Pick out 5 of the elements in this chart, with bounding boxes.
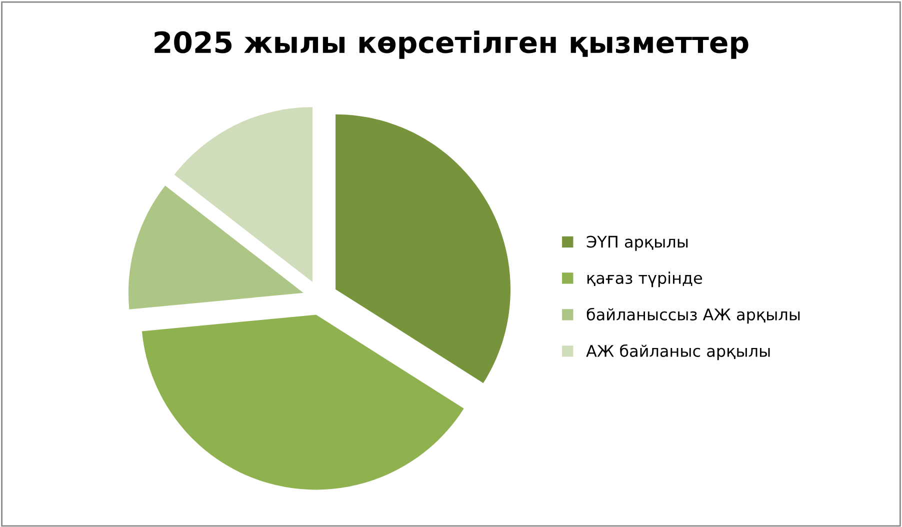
chart-title: 2025 жылы көрсетілген қызметтер: [154, 30, 748, 59]
legend-label: ЭҮП арқылы: [586, 236, 688, 251]
legend-label: қағаз түрінде: [587, 272, 702, 288]
legend-label: АЖ байланыс арқылы: [586, 344, 770, 360]
legend-label: байланыссыз АЖ арқылы: [586, 308, 800, 324]
